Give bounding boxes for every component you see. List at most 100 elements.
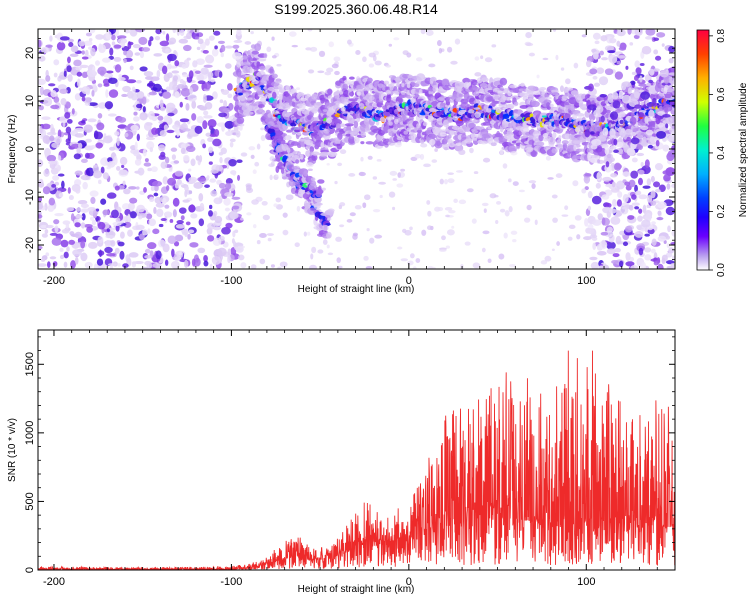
main-ridge-halo <box>360 130 366 138</box>
scatter-blob <box>324 71 332 76</box>
broadband-noise-blob <box>208 146 214 154</box>
scatter-blob <box>451 225 455 229</box>
right-noise-blob <box>666 243 670 248</box>
right-noise-blob <box>617 127 625 133</box>
broadband-noise-blob <box>164 204 170 209</box>
broadband-noise-blob <box>235 130 241 138</box>
scatter-blob <box>356 91 362 96</box>
main-ridge-core <box>238 92 244 96</box>
scatter-blob <box>487 258 492 264</box>
scatter-blob <box>259 97 267 102</box>
right-noise-blob <box>646 178 652 186</box>
broadband-noise-blob <box>176 128 180 137</box>
broadband-noise-blob <box>48 160 56 165</box>
broadband-noise-blob <box>120 220 124 224</box>
scatter-blob <box>379 194 383 199</box>
broadband-noise-blob <box>150 76 160 82</box>
broadband-noise-blob <box>219 156 223 164</box>
broadband-noise-blob <box>132 43 141 49</box>
broadband-noise-blob <box>59 254 65 260</box>
scatter-blob <box>525 146 534 153</box>
scatter-blob <box>333 56 341 62</box>
right-noise-blob <box>587 152 591 162</box>
scatter-blob <box>464 241 471 246</box>
broadband-noise-blob <box>81 71 88 79</box>
broadband-noise-blob <box>162 176 168 185</box>
right-noise-blob <box>640 91 651 100</box>
right-noise-blob <box>622 171 631 177</box>
right-noise-blob <box>654 163 663 171</box>
right-noise-blob <box>636 152 645 157</box>
broadband-noise-blob <box>220 52 224 58</box>
broadband-noise-blob <box>195 155 200 161</box>
broadband-noise-blob <box>51 237 62 246</box>
broadband-noise-blob <box>59 88 68 94</box>
right-noise-blob <box>614 247 621 253</box>
main-ridge-halo <box>406 83 411 89</box>
right-noise-blob <box>654 83 662 93</box>
scatter-blob <box>327 208 335 213</box>
broadband-noise-blob <box>218 71 223 78</box>
main-ridge-halo <box>311 151 320 156</box>
broadband-noise-blob <box>174 234 184 242</box>
broadband-noise-blob <box>111 41 116 46</box>
scatter-blob <box>576 234 581 240</box>
scatter-blob <box>338 96 345 103</box>
broadband-noise-blob <box>212 237 222 247</box>
scatter-blob <box>259 232 267 238</box>
broadband-noise-blob <box>88 102 98 107</box>
broadband-noise-blob <box>66 65 72 73</box>
broadband-noise-blob <box>60 97 67 106</box>
right-noise-blob <box>661 43 665 47</box>
broadband-noise-blob <box>180 215 185 221</box>
main-ridge-halo <box>365 141 374 145</box>
scatter-blob <box>311 93 318 100</box>
broadband-noise-blob <box>61 180 65 189</box>
broadband-noise-blob <box>38 214 43 219</box>
scatter-blob <box>437 39 442 47</box>
right-noise-blob <box>656 130 667 139</box>
broadband-noise-blob <box>81 213 86 221</box>
scatter-blob <box>486 108 492 113</box>
right-noise-blob <box>638 194 648 200</box>
broadband-noise-blob <box>165 48 170 54</box>
scatter-blob <box>518 189 525 193</box>
broadband-noise-blob <box>236 29 242 37</box>
broadband-noise-blob <box>128 186 137 190</box>
broadband-noise-blob <box>169 65 178 69</box>
broadband-noise-blob <box>185 189 193 195</box>
broadband-noise-blob <box>83 40 93 46</box>
scatter-blob <box>454 38 461 45</box>
scatter-blob <box>381 84 386 91</box>
scatter-blob <box>475 134 483 139</box>
right-noise-blob <box>590 131 595 135</box>
right-noise-blob <box>652 97 657 105</box>
scatter-blob <box>388 191 396 198</box>
broadband-noise-blob <box>108 89 119 98</box>
scatter-blob <box>397 246 403 250</box>
broadband-noise-blob <box>45 44 53 48</box>
broadband-noise-blob <box>45 224 54 229</box>
broadband-noise-blob <box>202 93 207 103</box>
scatter-blob <box>443 178 448 185</box>
broadband-noise-blob <box>101 57 111 63</box>
broadband-noise-blob <box>68 195 74 201</box>
scatter-blob <box>362 202 367 209</box>
right-noise-blob <box>584 173 592 177</box>
scatter-blob <box>369 237 375 244</box>
broadband-noise-blob <box>212 138 222 147</box>
scatter-blob <box>404 229 412 236</box>
broadband-noise-blob <box>155 202 165 208</box>
scatter-blob <box>450 60 458 65</box>
broadband-noise-blob <box>191 258 196 267</box>
right-noise-blob <box>638 247 644 256</box>
broadband-noise-blob <box>155 250 162 260</box>
broadband-noise-blob <box>188 176 198 183</box>
broadband-noise-blob <box>188 168 192 172</box>
main-ridge-halo <box>311 154 318 161</box>
right-noise-blob <box>622 241 629 247</box>
broadband-noise-blob <box>106 228 110 233</box>
broadband-noise-blob <box>97 179 102 185</box>
right-noise-blob <box>662 114 671 118</box>
